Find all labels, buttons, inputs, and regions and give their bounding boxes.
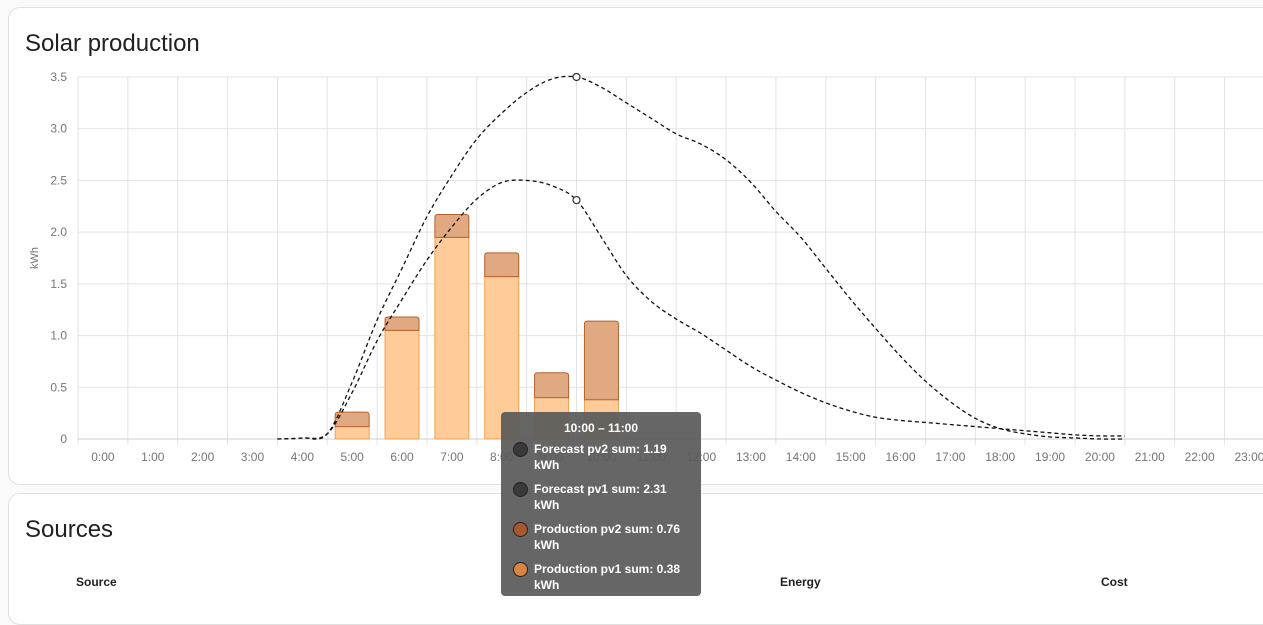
x-tick-label: 20:00	[1085, 450, 1115, 464]
tooltip-row-label: Production pv1 sum: 0.38 kWh	[534, 562, 681, 592]
x-tick-label: 5:00	[340, 450, 364, 464]
forecast-line[interactable]	[277, 75, 1125, 440]
column-header-cost[interactable]: Cost	[1101, 575, 1128, 589]
solar-production-card: Solar production	[8, 7, 1263, 485]
x-tick-label: 23:00	[1234, 450, 1263, 464]
card-title: Solar production	[25, 30, 200, 57]
tooltip-row-label: Forecast pv1 sum: 2.31 kWh	[534, 482, 667, 512]
legend-swatch-icon	[513, 482, 528, 497]
bar-production-pv2[interactable]	[334, 411, 370, 428]
y-tick-label: 1.5	[50, 277, 67, 291]
bar-production-pv2[interactable]	[434, 214, 470, 238]
tooltip-total: Total produced 1.14 kWh	[509, 601, 651, 615]
y-axis-label: kWh	[29, 247, 41, 269]
tooltip-row: Production pv2 sum: 0.76 kWh	[513, 521, 693, 553]
bar-production-pv1[interactable]	[384, 329, 420, 440]
x-tick-label: 18:00	[985, 450, 1015, 464]
bar-production-pv2[interactable]	[484, 252, 520, 278]
tooltip-row-label: Forecast pv2 sum: 1.19 kWh	[534, 442, 667, 472]
x-tick-label: 16:00	[886, 450, 916, 464]
legend-swatch-icon	[513, 442, 528, 457]
x-tick-label: 14:00	[786, 450, 816, 464]
x-tick-label: 3:00	[241, 450, 265, 464]
y-tick-label: 0.5	[50, 380, 67, 394]
x-tick-label: 1:00	[141, 450, 165, 464]
x-tick-label: 4:00	[291, 450, 315, 464]
y-tick-label: 3.0	[50, 122, 67, 136]
y-tick-label: 1.0	[50, 329, 67, 343]
x-tick-label: 15:00	[836, 450, 866, 464]
legend-swatch-icon	[513, 522, 528, 537]
bar-production-pv2[interactable]	[384, 316, 420, 331]
x-tick-label: 22:00	[1185, 450, 1215, 464]
x-tick-label: 17:00	[935, 450, 965, 464]
y-tick-label: 2.0	[50, 225, 67, 239]
bar-production-pv2[interactable]	[534, 372, 570, 399]
y-tick-label: 2.5	[50, 173, 67, 187]
x-tick-label: 21:00	[1135, 450, 1165, 464]
bar-production-pv1[interactable]	[334, 426, 370, 440]
chart-tooltip: 10:00 – 11:00 Forecast pv2 sum: 1.19 kWh…	[501, 412, 701, 615]
x-tick-label: 13:00	[736, 450, 766, 464]
forecast-line[interactable]	[277, 179, 1125, 440]
card-title: Sources	[25, 516, 114, 543]
bar-production-pv1[interactable]	[484, 276, 520, 440]
bar-production-pv1[interactable]	[434, 236, 470, 440]
x-tick-label: 0:00	[91, 450, 115, 464]
tooltip-row: Forecast pv2 sum: 1.19 kWh	[513, 441, 693, 473]
forecast-point-marker[interactable]	[572, 72, 581, 82]
bar-production-pv2[interactable]	[583, 320, 619, 401]
x-tick-label: 2:00	[191, 450, 215, 464]
y-tick-label: 3.5	[50, 70, 67, 84]
column-header-source[interactable]: Source	[76, 575, 117, 589]
tooltip-row: Production pv1 sum: 0.38 kWh	[513, 561, 693, 593]
x-tick-label: 7:00	[440, 450, 464, 464]
x-tick-label: 6:00	[390, 450, 414, 464]
forecast-point-marker[interactable]	[572, 195, 581, 205]
tooltip-row-label: Production pv2 sum: 0.76 kWh	[534, 522, 681, 552]
legend-swatch-icon	[513, 562, 528, 577]
tooltip-title: 10:00 – 11:00	[563, 421, 639, 435]
column-header-energy[interactable]: Energy	[780, 575, 821, 589]
x-tick-label: 19:00	[1035, 450, 1065, 464]
tooltip-row: Forecast pv1 sum: 2.31 kWh	[513, 481, 693, 513]
y-tick-label: 0	[60, 432, 67, 446]
